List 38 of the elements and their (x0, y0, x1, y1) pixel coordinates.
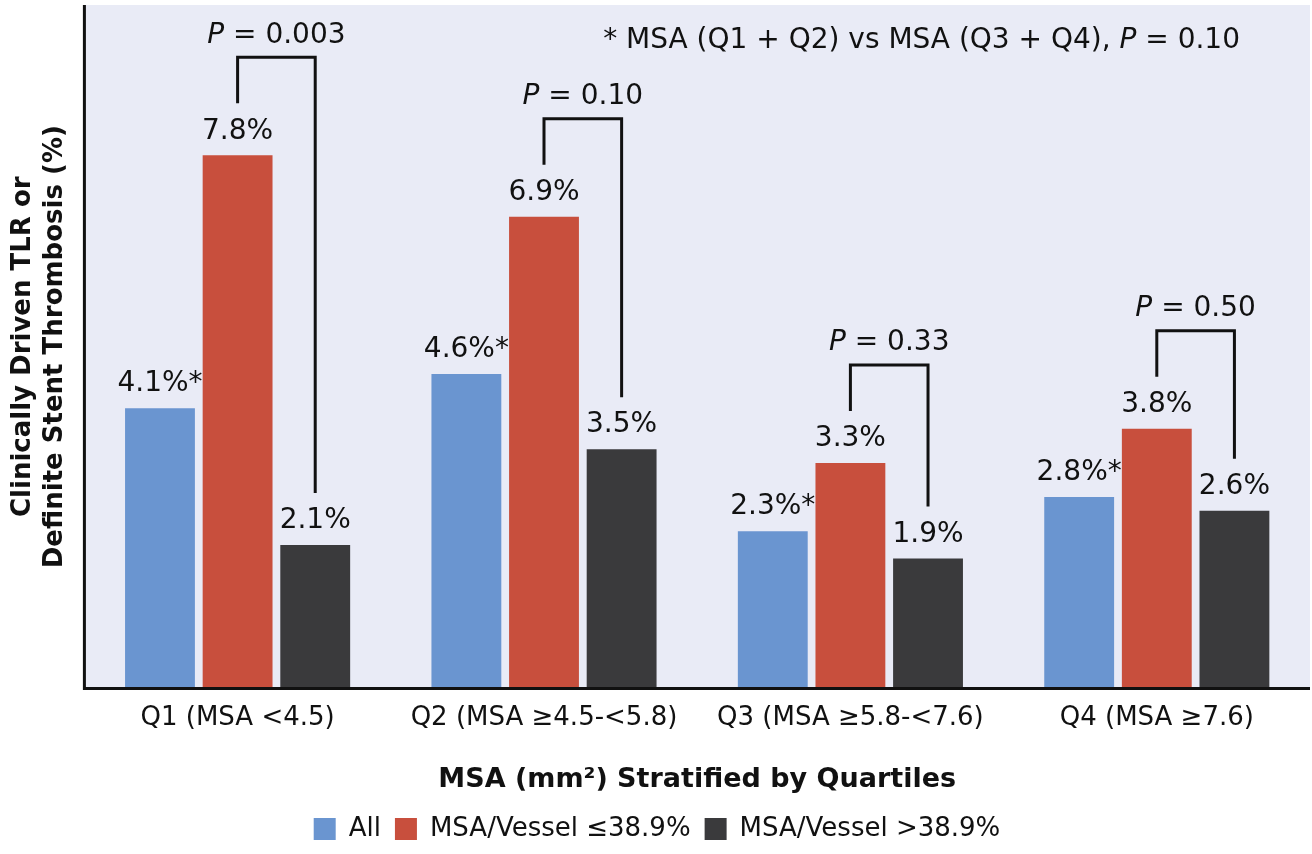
data-label: 4.1%* (117, 365, 203, 399)
data-label: 2.1% (279, 502, 351, 536)
data-label: 7.8% (202, 112, 274, 146)
bar (586, 449, 657, 689)
data-label: 3.5% (586, 406, 658, 440)
y-axis-title: Clinically Driven TLR or Definite Stent Thrombosis (%) (6, 125, 68, 569)
bar (509, 216, 579, 689)
annotation: * MSA (Q1 + Q2) vs MSA (Q3 + Q4), P = 0.10 (603, 22, 1240, 56)
data-label: 2.8%* (1036, 454, 1122, 488)
bar (1044, 497, 1115, 689)
annotation: P = 0.10 (522, 78, 644, 112)
data-label: 6.9% (508, 174, 580, 208)
bar (280, 544, 351, 689)
bar (125, 408, 195, 689)
x-tick-label: Q2 (MSA ≥4.5-<5.8) (410, 700, 678, 731)
annotation: P = 0.33 (828, 324, 950, 358)
bar (431, 374, 502, 689)
bar (893, 558, 963, 689)
legend-label: MSA/Vessel ≤38.9% (429, 811, 691, 842)
data-label: 4.6%* (423, 331, 509, 365)
bar (1121, 428, 1192, 689)
data-label: 3.8% (1121, 385, 1193, 419)
annotation: P = 0.50 (1135, 289, 1256, 323)
x-tick-label: Q4 (MSA ≥7.6) (1059, 700, 1254, 731)
x-axis-title: MSA (mm²) Stratified by Quartiles (438, 761, 957, 793)
data-label: 2.6% (1198, 468, 1270, 501)
x-tick-label: Q1 (MSA <4.5) (140, 700, 335, 731)
legend-label: All (348, 811, 381, 842)
bar (815, 462, 886, 689)
bar (202, 155, 273, 689)
legend-label: MSA/Vessel >38.9% (739, 811, 1001, 842)
x-tick-label: Q3 (MSA ≥5.8-<7.6) (717, 700, 984, 731)
data-label: 3.3% (814, 420, 886, 454)
data-label: 1.9% (892, 515, 964, 549)
bar (1199, 510, 1270, 689)
annotation: P = 0.003 (207, 16, 346, 50)
bar (737, 531, 808, 689)
data-label: 2.3%* (730, 488, 816, 522)
